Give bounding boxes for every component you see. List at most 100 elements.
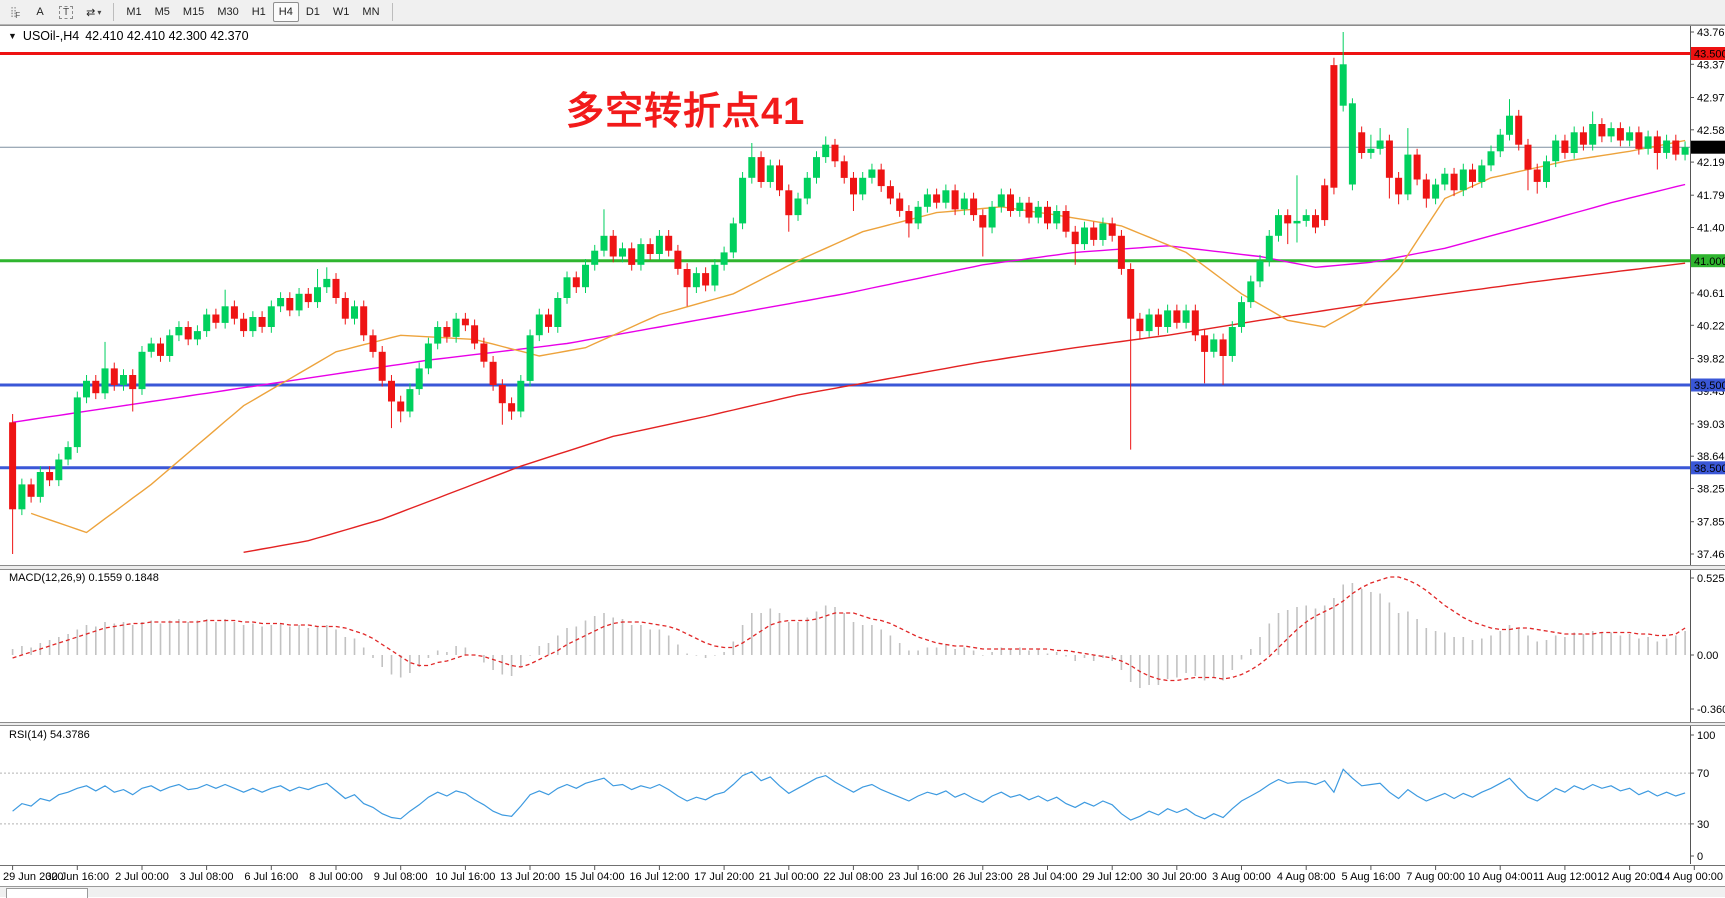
price-badge-39.500: 39.500 xyxy=(1691,378,1725,392)
svg-text:41.000: 41.000 xyxy=(1694,256,1725,268)
ohlc-quote: 42.410 42.410 42.300 42.370 xyxy=(85,29,249,43)
macd-axis-ticks: 0.5257 0.00 -0.3603 xyxy=(1690,573,1725,716)
main-chart-canvas: 43.760 43.370 42.970 42.580 42.190 41.790 41.4… xyxy=(0,26,1725,566)
time-label: 8 Jul 00:00 xyxy=(309,871,363,883)
price-tick-label: 37.850 xyxy=(1697,517,1725,529)
rsi-pane[interactable]: 100 70 30 0 xyxy=(0,726,1725,864)
rsi-tick-label: 70 xyxy=(1697,768,1709,780)
price-tick-label: 43.760 xyxy=(1697,27,1725,39)
candlesticks xyxy=(9,32,1689,554)
time-label: 29 Jun 2020 xyxy=(3,871,64,883)
price-tick-label: 42.190 xyxy=(1697,157,1725,169)
price-tick-label: 41.790 xyxy=(1697,190,1725,202)
macd-tick-label: 0.5257 xyxy=(1697,573,1725,585)
time-label: 17 Jul 20:00 xyxy=(694,871,754,883)
time-label: 5 Aug 16:00 xyxy=(1342,871,1401,883)
timeframe-button-m15[interactable]: M15 xyxy=(182,6,205,18)
time-label: 11 Aug 12:00 xyxy=(1533,871,1597,883)
price-tick-label: 39.030 xyxy=(1697,419,1725,431)
price-axis-ticks: 43.760 43.370 42.970 42.580 42.190 41.790 41.4… xyxy=(1690,27,1725,561)
rsi-axis-ticks: 100 70 30 0 xyxy=(1690,730,1715,863)
pane-separator[interactable] xyxy=(0,722,1725,726)
price-tick-label: 38.250 xyxy=(1697,484,1725,496)
time-label: 3 Jul 08:00 xyxy=(180,871,234,883)
time-axis[interactable]: 29 Jun 2020 30 Jun 16:00 2 Jul 00:00 3 Jul … xyxy=(0,864,1725,886)
svg-text:43.500: 43.500 xyxy=(1694,49,1725,61)
price-badge-38.500: 38.500 xyxy=(1691,461,1725,475)
chevron-down-icon: ▾ xyxy=(97,7,102,17)
annotation-text-object[interactable]: 多空转折点41 xyxy=(566,91,806,133)
text-box-button[interactable]: T xyxy=(53,2,79,22)
symbol-title: USOil-,H4 xyxy=(22,29,80,43)
horizontal-level-lines xyxy=(0,52,1690,470)
top-toolbar: ⣿ F A T ⇄ ▾ M1 M5 M15 M30 H1 H4 D1 W1 MN xyxy=(0,0,1725,25)
time-label: 28 Jul 04:00 xyxy=(1018,871,1078,883)
rsi-tick-label: 0 xyxy=(1697,851,1703,863)
object-arrange-icon: ⇄ xyxy=(86,6,96,19)
ma-fast-orange xyxy=(30,139,1686,534)
main-chart-pane[interactable]: 43.760 43.370 42.970 42.580 42.190 41.790 41.4… xyxy=(0,25,1725,566)
rsi-tick-label: 100 xyxy=(1697,730,1715,742)
time-label: 30 Jun 16:00 xyxy=(45,871,109,883)
time-label: 13 Jul 20:00 xyxy=(500,871,560,883)
time-label: 26 Jul 23:00 xyxy=(953,871,1013,883)
timeframe-button-m30[interactable]: M30 xyxy=(217,6,239,18)
text-label-button[interactable]: A xyxy=(28,2,52,22)
price-badge-43.500: 43.500 xyxy=(1691,47,1725,61)
time-label: 7 Aug 00:00 xyxy=(1406,871,1465,883)
time-label: 21 Jul 00:00 xyxy=(759,871,819,883)
svg-text:42.370: 42.370 xyxy=(1694,142,1725,154)
time-label: 16 Jul 12:00 xyxy=(629,871,689,883)
rsi-indicator-label: RSI(14) 54.3786 xyxy=(9,729,90,741)
text-label-icon: A xyxy=(36,6,44,18)
time-label: 3 Aug 00:00 xyxy=(1212,871,1271,883)
timeframe-button-w1[interactable]: W1 xyxy=(332,6,350,18)
timeframe-button-h1[interactable]: H1 xyxy=(251,6,266,18)
moving-average-lines xyxy=(12,139,1686,553)
ma-slow-red xyxy=(243,262,1686,553)
timeframe-button-m5[interactable]: M5 xyxy=(154,6,170,18)
timeframe-button-h4[interactable]: H4 xyxy=(272,2,299,22)
price-tick-label: 40.220 xyxy=(1697,320,1725,332)
price-tick-label: 42.580 xyxy=(1697,125,1725,137)
time-label: 22 Jul 08:00 xyxy=(823,871,883,883)
macd-canvas: 0.5257 0.00 -0.3603 xyxy=(11,570,1725,722)
time-label: 10 Aug 04:00 xyxy=(1468,871,1533,883)
chart-tab[interactable] xyxy=(6,888,88,898)
text-box-icon: T xyxy=(59,5,74,19)
symbol-dropdown-icon[interactable]: ▼ xyxy=(8,31,17,41)
rsi-line xyxy=(12,768,1686,821)
price-tick-label: 43.370 xyxy=(1697,59,1725,71)
timeframe-button-m1[interactable]: M1 xyxy=(126,6,142,18)
price-tick-label: 39.820 xyxy=(1697,354,1725,366)
macd-pane[interactable]: 0.5257 0.00 -0.3603 xyxy=(0,570,1725,722)
time-label: 15 Jul 04:00 xyxy=(565,871,625,883)
chart-shift-f-label: F xyxy=(15,10,21,20)
macd-tick-label: 0.00 xyxy=(1697,650,1718,662)
time-label: 14 Aug 00:00 xyxy=(1658,871,1723,883)
toolbar-separator xyxy=(391,3,393,21)
price-tick-label: 41.400 xyxy=(1697,223,1725,235)
time-label: 23 Jul 16:00 xyxy=(888,871,948,883)
chart-shift-button[interactable]: ⣿ F xyxy=(3,2,27,22)
toolbar-separator xyxy=(113,3,115,21)
price-tick-label: 37.460 xyxy=(1697,549,1725,561)
pane-separator[interactable] xyxy=(0,565,1725,570)
rsi-canvas: 100 70 30 0 xyxy=(0,726,1715,864)
timeframe-button-mn[interactable]: MN xyxy=(362,6,380,18)
ma-mid-magenta xyxy=(12,183,1686,423)
macd-indicator-label: MACD(12,26,9) 0.1559 0.1848 xyxy=(9,572,159,584)
timeframe-button-d1[interactable]: D1 xyxy=(305,6,320,18)
object-arrange-button[interactable]: ⇄ ▾ xyxy=(80,2,107,22)
time-label: 29 Jul 12:00 xyxy=(1082,871,1142,883)
chart-shift-icon: ⣿ xyxy=(9,6,17,18)
svg-text:39.500: 39.500 xyxy=(1694,380,1725,392)
time-label: 4 Aug 08:00 xyxy=(1277,871,1336,883)
price-tick-label: 38.640 xyxy=(1697,451,1725,463)
chart-tab-bar xyxy=(0,886,1725,897)
svg-text:38.500: 38.500 xyxy=(1694,463,1725,475)
time-label: 2 Jul 00:00 xyxy=(115,871,169,883)
